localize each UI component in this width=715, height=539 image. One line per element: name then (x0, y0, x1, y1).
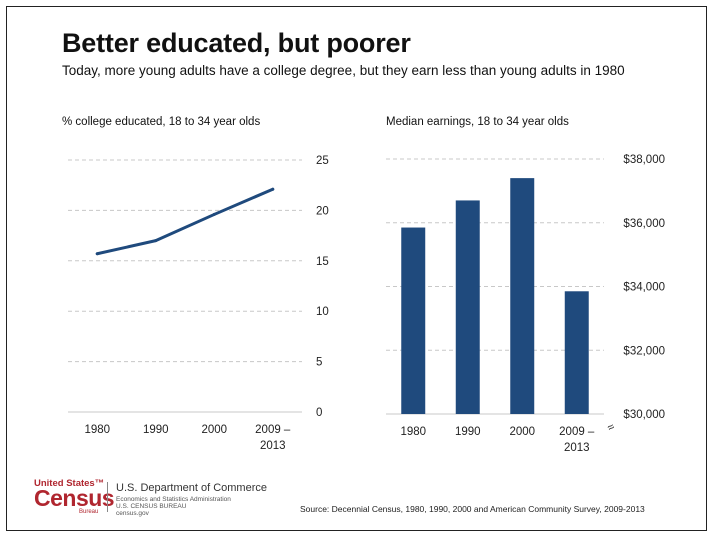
y-tick-label: 5 (316, 357, 322, 369)
logo-census: Census (34, 485, 115, 511)
x-tick-label: 2013 (260, 440, 286, 452)
y-tick-label: $32,000 (623, 345, 665, 357)
y-tick-label: 15 (316, 256, 329, 268)
logo-divider (107, 482, 108, 512)
bar (510, 178, 535, 414)
data-point (212, 212, 216, 216)
slide-frame (6, 6, 707, 531)
y-tick-label: $36,000 (623, 218, 665, 230)
x-tick-label: 2009 – (559, 426, 595, 438)
x-tick-label: 1980 (400, 426, 426, 438)
x-tick-label: 1990 (455, 426, 481, 438)
source-note: Source: Decennial Census, 1980, 1990, 20… (300, 504, 645, 514)
slide-subtitle: Today, more young adults have a college … (62, 63, 625, 78)
x-tick-label: 1980 (84, 424, 110, 436)
data-point (271, 187, 275, 191)
x-tick-label: 1990 (143, 424, 169, 436)
bar-chart-title: Median earnings, 18 to 34 year olds (386, 116, 569, 128)
y-tick-label: 0 (316, 407, 322, 419)
department-line: census.gov (116, 510, 149, 517)
x-tick-label: 2009 – (255, 424, 291, 436)
y-tick-label: $38,000 (623, 154, 665, 166)
y-tick-label: $30,000 (623, 409, 665, 421)
logo-united-states: United States™ (34, 478, 105, 489)
department-name: U.S. Department of Commerce (116, 482, 267, 494)
department-line: U.S. CENSUS BUREAU (116, 503, 187, 510)
y-tick-label: 20 (316, 205, 329, 217)
logo-bureau: Bureau (79, 509, 99, 515)
x-tick-label: 2000 (201, 424, 227, 436)
bar (564, 291, 589, 414)
x-tick-label: 2000 (509, 426, 535, 438)
axis-break-mark: ≈ (606, 421, 617, 435)
bar (401, 227, 426, 414)
y-tick-label: 25 (316, 155, 329, 167)
x-tick-label: 2013 (564, 442, 590, 454)
line-chart-title: % college educated, 18 to 34 year olds (62, 116, 261, 128)
y-tick-label: 10 (316, 306, 329, 318)
y-tick-label: $34,000 (623, 282, 665, 294)
slide-title: Better educated, but poorer (62, 28, 411, 58)
series-line (95, 187, 275, 256)
data-point (95, 252, 99, 256)
bar (455, 200, 480, 414)
department-line: Economics and Statistics Administration (116, 496, 231, 503)
data-point (154, 239, 158, 243)
